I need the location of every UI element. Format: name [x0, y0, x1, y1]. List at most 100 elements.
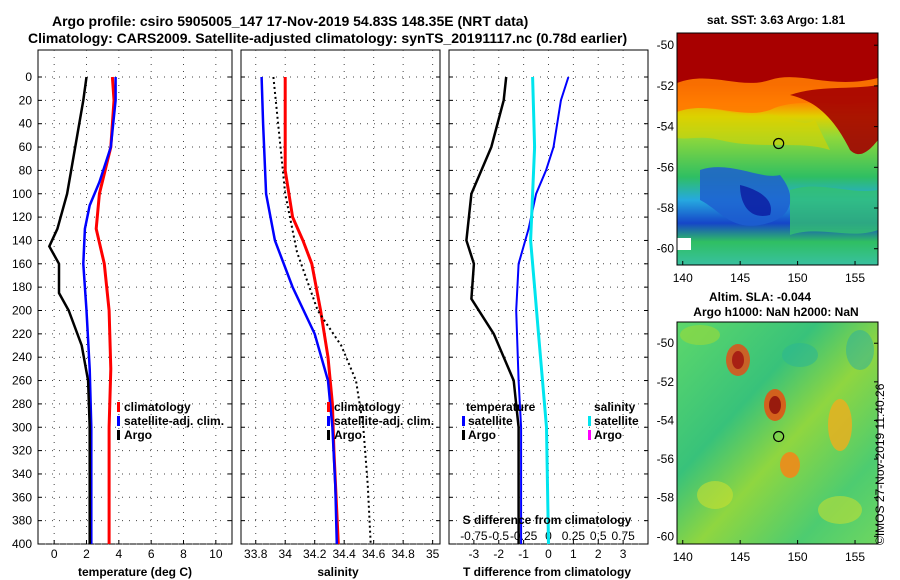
depth-tick-label: 340	[12, 467, 32, 481]
legend-argo: Argo	[124, 428, 152, 442]
watermark-text: ©IMOS 27-Nov-2019 11:40:26	[873, 383, 887, 545]
legend-sal-satellite: satellite	[594, 414, 639, 428]
sla-argo-location-marker	[773, 430, 785, 443]
depth-tick-label: 180	[12, 280, 32, 294]
salinity-panel: 33.8 34 34.2 34.4 34.6 34.8 35 climatology sat…	[240, 49, 441, 579]
legend-satellite-swatch	[117, 416, 120, 426]
sst-map-ticks: 140 145 150 155 -50 -52 -54 -56 -58 -60	[657, 38, 878, 285]
map-lon-tick-label: 150	[788, 271, 808, 285]
depth-tick-label: 240	[12, 350, 32, 364]
legend-sal-argo: Argo	[594, 428, 622, 442]
difference-xlabel: T difference from climatology	[463, 565, 631, 579]
depth-tick-label: 120	[12, 210, 32, 224]
depth-tick-label: 100	[12, 187, 32, 201]
top-x-tick-label: 0.5	[590, 529, 607, 543]
depth-tick-label: 160	[12, 257, 32, 271]
legend-temperature-title: temperature	[466, 400, 536, 414]
legend-argo-swatch	[117, 430, 120, 440]
difference-top-xlabel: S difference from climatology	[463, 513, 632, 527]
depth-tick-label: 200	[12, 304, 32, 318]
series-line-argo	[47, 76, 91, 544]
top-x-tick-label: -0.75	[460, 529, 488, 543]
series-line-argo	[272, 76, 372, 545]
temperature-ticks: 0 2 4 6 8 10	[51, 547, 223, 561]
x-tick-label: 34.8	[391, 547, 415, 561]
difference-ticks: -3 -2 -1 0 1 2 3-0.75 -0.5 -0.25 0 0.25 0.5 0.75	[460, 529, 635, 561]
difference-legend: temperature satellite Argo salinity sate…	[462, 400, 639, 442]
x-tick-label: 8	[180, 547, 187, 561]
series-line-satellite-adj-clim-	[260, 76, 339, 545]
x-tick-label: 1	[570, 547, 577, 561]
temperature-plot-area	[37, 49, 233, 545]
depth-tick-label: 260	[12, 374, 32, 388]
x-tick-label: 4	[115, 547, 122, 561]
sla-map-title-2: Argo h1000: NaN h2000: NaN	[693, 305, 858, 319]
depth-tick-label: 20	[19, 93, 33, 107]
sst-map-image	[676, 32, 879, 266]
legend-sal-satellite-swatch	[588, 416, 591, 426]
legend-climatology-swatch	[117, 402, 120, 412]
x-tick-label: 2	[595, 547, 602, 561]
legend-temp-satellite-swatch	[462, 416, 465, 426]
map-lat-tick-label: -50	[657, 38, 675, 52]
map-lon-tick-label: 145	[730, 271, 750, 285]
x-tick-label: 3	[620, 547, 627, 561]
difference-series	[465, 76, 570, 545]
depth-tick-label: 0	[25, 70, 32, 84]
salinity-plot-area	[240, 49, 441, 545]
legend-temp-argo: Argo	[468, 428, 496, 442]
series-line-salinity-satellite	[529, 76, 550, 545]
depth-tick-label: 400	[12, 537, 32, 551]
x-tick-label: 34	[279, 547, 293, 561]
map-lat-tick-label: -56	[657, 452, 675, 466]
legend-climatology: climatology	[124, 400, 191, 414]
sla-map-panel: Altim. SLA: -0.044 Argo h1000: NaN h2000…	[657, 290, 879, 564]
depth-ticks: 0 20 40 60 80 100 120 140 160 180 200 220 240 260 280 3…	[12, 70, 32, 551]
depth-tick-label: 60	[19, 140, 33, 154]
salinity-xlabel: salinity	[317, 565, 359, 579]
sst-map-title: sat. SST: 3.63 Argo: 1.81	[707, 13, 846, 27]
sst-argo-location-marker	[773, 137, 785, 150]
map-lon-tick-label: 140	[673, 550, 693, 564]
depth-tick-label: 380	[12, 514, 32, 528]
x-tick-label: 0	[51, 547, 58, 561]
temperature-legend: climatology satellite-adj. clim. Argo	[117, 400, 224, 442]
temperature-series	[47, 76, 117, 544]
top-x-tick-label: -0.25	[510, 529, 538, 543]
x-tick-label: -3	[469, 547, 480, 561]
map-lat-tick-label: -60	[657, 529, 675, 543]
sla-map-ticks: 140 145 150 155 -50 -52 -54 -56 -58 -60	[657, 336, 878, 564]
x-tick-label: 2	[83, 547, 90, 561]
salinity-series	[260, 76, 372, 545]
map-lat-tick-label: -60	[657, 242, 675, 256]
legend-satellite: satellite-adj. clim.	[124, 414, 224, 428]
legend-temp-argo-swatch	[462, 430, 465, 440]
temperature-grid	[38, 50, 232, 545]
top-x-tick-label: 0.75	[611, 529, 635, 543]
map-lon-tick-label: 140	[673, 271, 693, 285]
sst-map-panel: sat. SST: 3.63 Argo: 1.81 140 145 150 155 -5…	[657, 13, 879, 285]
legend-sal-argo-swatch	[588, 430, 591, 440]
series-line-temperature-satellite	[515, 76, 570, 544]
title-line-2: Climatology: CARS2009. Satellite-adjuste…	[28, 30, 627, 46]
map-lat-tick-label: -58	[657, 491, 675, 505]
series-line-satellite-adj-clim-	[82, 77, 117, 544]
depth-tick-label: 140	[12, 233, 32, 247]
depth-tick-label: 360	[12, 490, 32, 504]
temperature-xlabel: temperature (deg C)	[78, 565, 192, 579]
legend-satellite-swatch	[327, 416, 330, 426]
x-tick-label: 0	[545, 547, 552, 561]
depth-tick-label: 40	[19, 117, 33, 131]
map-lon-tick-label: 150	[788, 550, 808, 564]
legend-climatology-swatch	[327, 402, 330, 412]
depth-tick-label: 80	[19, 163, 33, 177]
x-tick-label: 34.2	[303, 547, 327, 561]
x-tick-label: 35	[426, 547, 440, 561]
map-lat-tick-label: -58	[657, 201, 675, 215]
salinity-legend: climatology satellite-adj. clim. Argo	[327, 400, 434, 442]
legend-argo-swatch	[327, 430, 330, 440]
difference-grid	[449, 50, 648, 545]
x-tick-label: 34.4	[333, 547, 357, 561]
map-lat-tick-label: -52	[657, 375, 675, 389]
